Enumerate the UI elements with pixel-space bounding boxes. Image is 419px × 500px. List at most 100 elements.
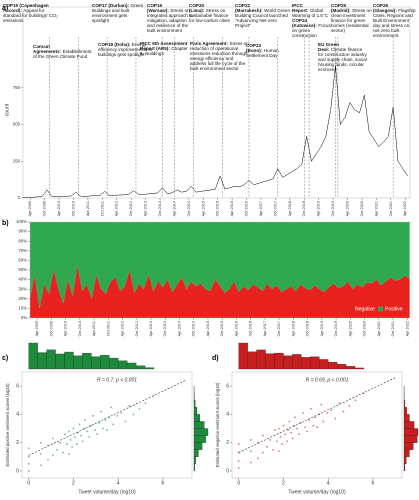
annotation: COP18 (Doha): Energy efficiency improveme… (98, 42, 158, 57)
point (71, 446, 74, 448)
y-tick-label: 2 (226, 440, 229, 446)
point (237, 443, 240, 445)
x-tick-label: Oct 2011 (100, 201, 104, 216)
point (279, 436, 282, 438)
point (312, 424, 315, 427)
annotation: Paris Agreement: Stress on reduction of o… (190, 41, 250, 71)
annotation-title: Cancun Agreements: (33, 44, 62, 55)
point (334, 417, 337, 420)
annotation-title: COP23 (Bonn): (246, 43, 263, 54)
x-tick-label: Apr 2021 (374, 201, 378, 216)
point (322, 420, 325, 423)
point (348, 405, 351, 407)
plot-frame (21, 371, 193, 479)
y-tick-label: 2 (16, 440, 19, 446)
x-tick-label: Apr 2013 (149, 321, 153, 336)
point (124, 420, 127, 423)
annotation-title: COP22 (Marrakesh): (235, 3, 263, 14)
point (249, 461, 252, 464)
area (30, 222, 410, 309)
histogram-bar (336, 364, 347, 370)
histogram-bar (354, 367, 365, 370)
annotation: COP25 (Madrid): Stress on clean investmen… (331, 3, 373, 33)
point (78, 423, 81, 426)
plot-frame (22, 6, 411, 199)
y-tick-label: 40% (18, 277, 27, 282)
x-tick-label: 4 (117, 480, 120, 486)
x-tick-label: Apr 2011 (86, 201, 90, 216)
histogram-bar (91, 356, 101, 370)
point (261, 451, 264, 454)
histogram-bar (403, 449, 410, 457)
point (320, 403, 323, 406)
point (326, 412, 329, 414)
x-tick-label: Apr 2016 (234, 321, 238, 336)
x-tick-label: Apr 2020 (348, 321, 352, 336)
point (81, 440, 84, 443)
histogram-bar (238, 342, 248, 370)
histogram-bar (193, 428, 209, 436)
histogram-bar (328, 361, 338, 370)
y-tick-label: 10% (18, 306, 27, 311)
histogram-bar (193, 400, 196, 408)
legend-swatch (378, 306, 383, 312)
annotation-text: World Green Building Council launched "A… (235, 8, 291, 29)
annotation: COP24 (Katowice): Focus on green construc… (292, 18, 332, 38)
point (116, 414, 119, 417)
histogram-bar (403, 428, 419, 436)
x-tick-label: 6 (372, 480, 375, 486)
point (316, 426, 319, 429)
legend-label: Negative (355, 306, 375, 312)
y-tick-label: 250 (13, 158, 21, 163)
histogram-bar (73, 355, 83, 370)
panel-label: b) (2, 220, 9, 227)
point (55, 448, 58, 451)
y-tick-label: 90% (18, 229, 27, 234)
y-tick-label: 0 (18, 195, 21, 200)
x-tick-label: Oct 2018 (302, 201, 306, 216)
legend-swatch (348, 306, 353, 312)
x-tick-label: Oct 2010 (71, 201, 75, 216)
trend-line (28, 380, 186, 456)
x-axis-label: Tweet volume/day (log10) (288, 489, 346, 495)
x-tick-label: Oct 2014 (187, 201, 191, 216)
point (94, 429, 97, 431)
y-tick-label: 6 (16, 383, 19, 389)
y-tick-label: 80% (18, 238, 27, 243)
x-tick-label: 6 (162, 480, 165, 486)
x-tick-label: Apr 2009 (35, 321, 39, 336)
point (69, 438, 72, 441)
histogram-bar (28, 342, 38, 370)
x-tick-label: Oct 2019 (331, 201, 335, 216)
histogram-bar (46, 349, 56, 370)
legend-label: Positive (385, 306, 403, 312)
x-tick-label: Apr 2022 (403, 201, 407, 216)
point (249, 438, 252, 441)
x-tick-label: Apr 2016 (230, 201, 234, 216)
point (286, 440, 288, 443)
x-tick-label: Oct 2009 (49, 321, 53, 336)
point (276, 440, 278, 443)
x-tick-label: Oct 2011 (106, 321, 110, 336)
point (138, 407, 141, 410)
x-tick-label: Oct 2017 (277, 321, 281, 336)
annotation-text: Stress on reduction of operational emiss… (190, 41, 249, 72)
histogram-bar (135, 365, 146, 370)
histogram-bar (193, 407, 198, 415)
histogram-bar (403, 435, 418, 443)
x-tick-label: Apr 2018 (288, 201, 292, 216)
annotation: COP20 (Lima): Stress on sustainable finan… (189, 3, 233, 23)
annotation-text: Chapter 9. Buildings (140, 46, 188, 57)
histogram-bar (64, 351, 74, 370)
histogram-bar (345, 366, 356, 370)
point (27, 462, 30, 465)
point (128, 405, 131, 407)
point (132, 413, 135, 416)
trend-line (238, 377, 396, 453)
histogram-bar (319, 359, 329, 370)
x-tick-label: Oct 2018 (306, 321, 310, 336)
annotation-title: IPCC 5th Assessment Report (AR5): (140, 41, 188, 52)
histogram-bar (55, 353, 65, 370)
plot-frame (231, 371, 403, 479)
point (338, 402, 341, 404)
